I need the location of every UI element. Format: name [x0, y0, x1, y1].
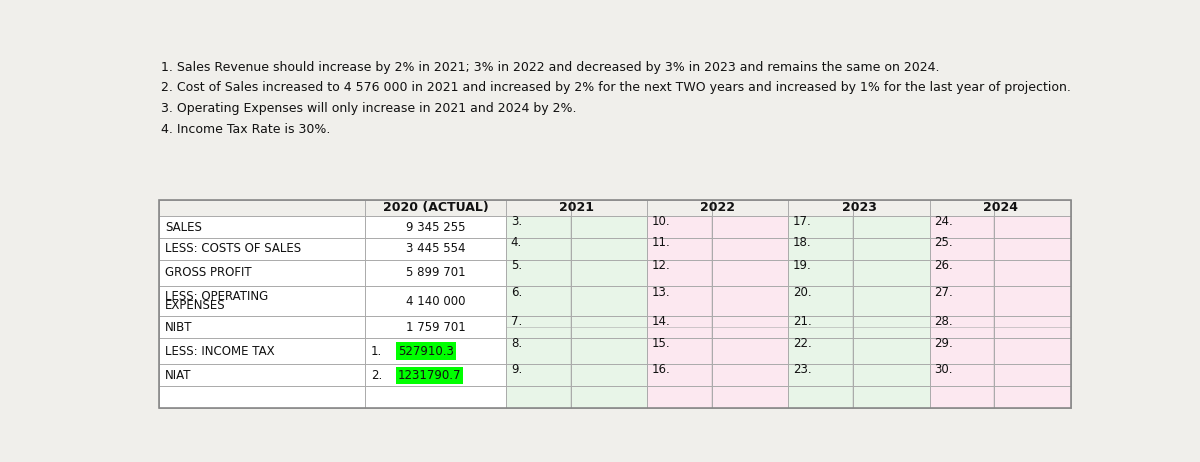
Text: LESS: OPERATING: LESS: OPERATING [164, 291, 268, 304]
Text: 23.: 23. [793, 363, 811, 376]
Text: 26.: 26. [935, 259, 953, 272]
Bar [160, 200, 1070, 217]
Bar [160, 200, 1070, 407]
Text: GROSS PROFIT: GROSS PROFIT [164, 267, 252, 280]
Text: 1231790.7: 1231790.7 [397, 369, 461, 382]
Text: 25.: 25. [935, 237, 953, 249]
Bar [788, 217, 930, 407]
Text: LESS: COSTS OF SALES: LESS: COSTS OF SALES [164, 243, 301, 255]
Text: LESS: INCOME TAX: LESS: INCOME TAX [164, 345, 275, 358]
Text: 527910.3: 527910.3 [397, 345, 454, 358]
Text: 1 759 701: 1 759 701 [406, 321, 466, 334]
Text: 17.: 17. [793, 215, 812, 228]
Text: 5.: 5. [511, 259, 522, 272]
Text: 21.: 21. [793, 315, 812, 328]
Text: 4. Income Tax Rate is 30%.: 4. Income Tax Rate is 30%. [161, 123, 330, 136]
Text: 9 345 255: 9 345 255 [406, 221, 466, 234]
Bar [930, 217, 1070, 407]
Text: 30.: 30. [935, 363, 953, 376]
Text: 19.: 19. [793, 259, 812, 272]
Text: 22.: 22. [793, 337, 812, 350]
Bar [160, 260, 506, 286]
Bar [160, 338, 506, 365]
Text: 16.: 16. [652, 363, 671, 376]
Text: 18.: 18. [793, 237, 811, 249]
Text: 2020 (ACTUAL): 2020 (ACTUAL) [383, 201, 488, 214]
Text: 11.: 11. [652, 237, 671, 249]
Text: 1.: 1. [371, 345, 382, 358]
Text: SALES: SALES [164, 221, 202, 234]
Text: 12.: 12. [652, 259, 671, 272]
Text: 2021: 2021 [559, 201, 594, 214]
Bar [160, 286, 506, 316]
Bar [160, 365, 506, 386]
Text: 3.: 3. [511, 215, 522, 228]
Text: NIBT: NIBT [164, 321, 192, 334]
Text: 2023: 2023 [841, 201, 876, 214]
Text: 4.: 4. [511, 237, 522, 249]
Text: 20.: 20. [793, 286, 811, 299]
Text: 10.: 10. [652, 215, 671, 228]
Text: 4 140 000: 4 140 000 [406, 295, 466, 308]
Text: NIAT: NIAT [164, 369, 191, 382]
Text: 27.: 27. [935, 286, 953, 299]
Text: 2022: 2022 [701, 201, 736, 214]
Text: 28.: 28. [935, 315, 953, 328]
Text: 15.: 15. [652, 337, 671, 350]
Bar [160, 200, 1070, 407]
Bar [506, 217, 647, 407]
Text: 5 899 701: 5 899 701 [406, 267, 466, 280]
Text: 29.: 29. [935, 337, 953, 350]
Text: 8.: 8. [511, 337, 522, 350]
Text: 2024: 2024 [983, 201, 1018, 214]
Text: 9.: 9. [511, 363, 522, 376]
Text: 3. Operating Expenses will only increase in 2021 and 2024 by 2%.: 3. Operating Expenses will only increase… [161, 102, 577, 115]
Text: EXPENSES: EXPENSES [164, 299, 226, 312]
Text: 3 445 554: 3 445 554 [406, 243, 466, 255]
Bar [647, 217, 788, 407]
Bar [160, 238, 506, 260]
Text: 1. Sales Revenue should increase by 2% in 2021; 3% in 2022 and decreased by 3% i: 1. Sales Revenue should increase by 2% i… [161, 61, 940, 74]
Text: 14.: 14. [652, 315, 671, 328]
Text: 6.: 6. [511, 286, 522, 299]
Text: 2.: 2. [371, 369, 382, 382]
Bar [160, 316, 506, 338]
Text: 24.: 24. [935, 215, 953, 228]
Text: 13.: 13. [652, 286, 671, 299]
Text: 7.: 7. [511, 315, 522, 328]
Text: 2. Cost of Sales increased to 4 576 000 in 2021 and increased by 2% for the next: 2. Cost of Sales increased to 4 576 000 … [161, 81, 1072, 94]
Bar [160, 217, 506, 238]
